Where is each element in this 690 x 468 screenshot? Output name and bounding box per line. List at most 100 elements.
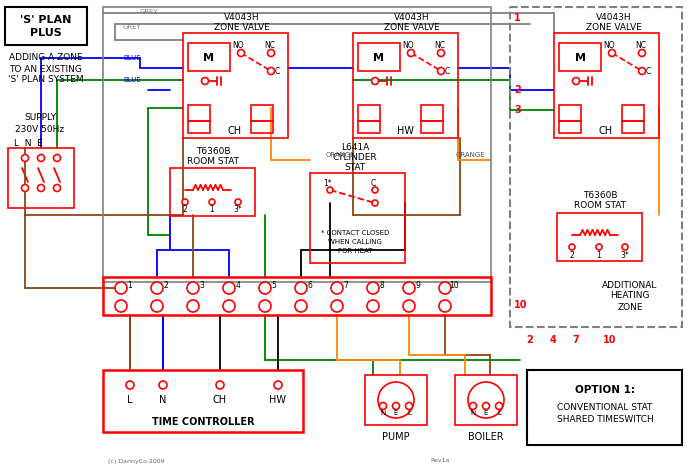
Bar: [358, 43, 400, 71]
Bar: [622, 105, 644, 121]
Circle shape: [372, 187, 378, 193]
Bar: [421, 121, 443, 133]
Bar: [554, 33, 659, 138]
Circle shape: [37, 184, 44, 191]
Text: C: C: [444, 66, 450, 75]
Bar: [251, 105, 273, 121]
Text: NO: NO: [603, 42, 615, 51]
Bar: [310, 173, 405, 263]
Bar: [353, 33, 458, 138]
Circle shape: [274, 381, 282, 389]
Text: T6360B: T6360B: [196, 147, 230, 156]
Circle shape: [115, 282, 127, 294]
Text: ZONE VALVE: ZONE VALVE: [214, 23, 270, 32]
Bar: [358, 105, 380, 121]
Circle shape: [638, 67, 646, 74]
Text: GREY: GREY: [123, 24, 141, 30]
Circle shape: [378, 382, 414, 418]
Circle shape: [223, 282, 235, 294]
Text: OPTION 1:: OPTION 1:: [575, 385, 635, 395]
Text: V4043H: V4043H: [224, 14, 260, 22]
Circle shape: [295, 300, 307, 312]
Text: (c) DannyCo.2009: (c) DannyCo.2009: [108, 459, 165, 463]
Text: 3: 3: [199, 281, 204, 291]
Text: 1: 1: [597, 250, 602, 259]
Bar: [8, 148, 74, 208]
Text: 2: 2: [514, 85, 521, 95]
Text: SHARED TIMESWITCH: SHARED TIMESWITCH: [557, 415, 653, 424]
Text: 9: 9: [415, 281, 420, 291]
Bar: [358, 121, 380, 133]
Text: T6360B: T6360B: [583, 190, 618, 199]
Circle shape: [126, 381, 134, 389]
Text: N: N: [471, 410, 475, 416]
Text: CH: CH: [599, 126, 613, 136]
Circle shape: [54, 154, 61, 161]
Circle shape: [115, 300, 127, 312]
Circle shape: [187, 282, 199, 294]
Circle shape: [495, 402, 502, 410]
Text: ADDITIONAL: ADDITIONAL: [602, 280, 658, 290]
Circle shape: [372, 200, 378, 206]
Text: ROOM STAT: ROOM STAT: [187, 158, 239, 167]
Circle shape: [569, 244, 575, 250]
Text: HW: HW: [270, 395, 286, 405]
Text: E: E: [484, 410, 489, 416]
Circle shape: [331, 300, 343, 312]
Circle shape: [235, 199, 241, 205]
Circle shape: [406, 402, 413, 410]
Circle shape: [159, 381, 167, 389]
Circle shape: [371, 78, 379, 85]
Circle shape: [638, 50, 646, 57]
Circle shape: [187, 300, 199, 312]
Circle shape: [469, 402, 477, 410]
Text: 2: 2: [164, 281, 168, 291]
Circle shape: [439, 282, 451, 294]
Circle shape: [622, 244, 628, 250]
Text: * CONTACT CLOSED: * CONTACT CLOSED: [321, 230, 389, 236]
Text: L  N  E: L N E: [14, 139, 43, 147]
Text: V4043H: V4043H: [394, 14, 430, 22]
Text: CH: CH: [213, 395, 227, 405]
Text: 10: 10: [514, 300, 527, 310]
Text: N: N: [380, 410, 386, 416]
Text: E: E: [394, 410, 398, 416]
Text: 3*: 3*: [620, 250, 629, 259]
Circle shape: [468, 382, 504, 418]
Text: 3: 3: [514, 105, 521, 115]
Text: M: M: [575, 53, 586, 63]
Text: NO: NO: [233, 42, 244, 51]
Circle shape: [268, 50, 275, 57]
Text: L: L: [127, 395, 132, 405]
Bar: [5, 7, 87, 45]
Text: BLUE: BLUE: [123, 77, 141, 83]
Text: 5: 5: [272, 281, 277, 291]
Circle shape: [37, 154, 44, 161]
Text: NC: NC: [635, 42, 647, 51]
Text: 'S' PLAN SYSTEM: 'S' PLAN SYSTEM: [8, 75, 83, 85]
Text: NC: NC: [264, 42, 275, 51]
Text: C: C: [371, 178, 375, 188]
Text: L: L: [497, 410, 501, 416]
Circle shape: [403, 300, 415, 312]
Circle shape: [268, 67, 275, 74]
Text: 2: 2: [183, 205, 188, 214]
Bar: [455, 375, 517, 425]
Bar: [103, 370, 303, 432]
Text: 1: 1: [514, 13, 521, 23]
Text: NC: NC: [435, 42, 446, 51]
Text: Rev1a: Rev1a: [430, 459, 449, 463]
Bar: [188, 105, 210, 121]
Text: M: M: [373, 53, 384, 63]
Text: ORANGE: ORANGE: [325, 152, 355, 158]
Text: 1*: 1*: [324, 178, 333, 188]
Circle shape: [367, 300, 379, 312]
Text: GREY: GREY: [140, 9, 159, 15]
Circle shape: [223, 300, 235, 312]
Text: ADDING A ZONE: ADDING A ZONE: [9, 53, 83, 63]
Circle shape: [327, 187, 333, 193]
Text: 3*: 3*: [234, 205, 242, 214]
Bar: [103, 277, 491, 315]
Text: 10: 10: [603, 335, 617, 345]
Circle shape: [259, 282, 271, 294]
